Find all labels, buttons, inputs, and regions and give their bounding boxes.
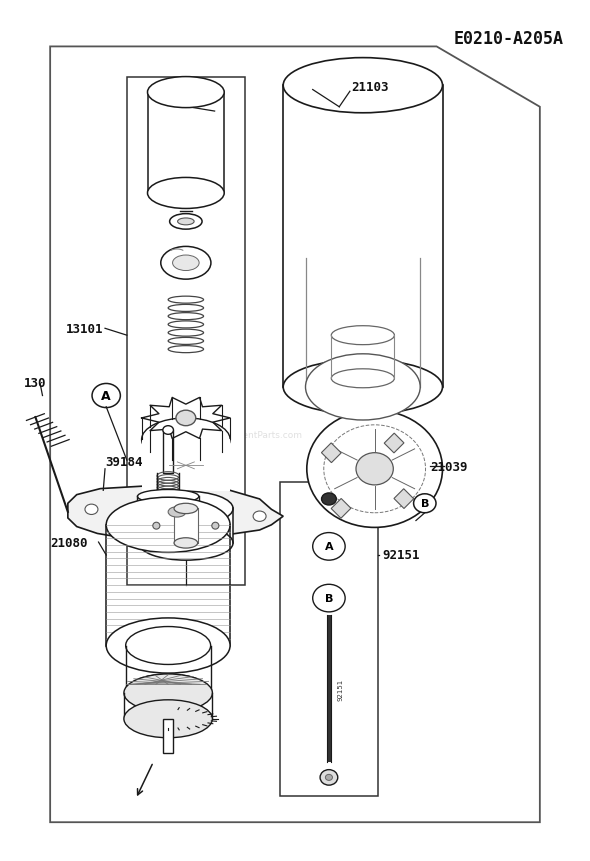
Ellipse shape [326,775,333,781]
Text: 21103: 21103 [351,81,389,95]
Ellipse shape [170,214,202,230]
Ellipse shape [142,418,230,461]
Ellipse shape [322,493,336,505]
Ellipse shape [148,178,224,209]
Ellipse shape [139,526,233,561]
Bar [327,616,332,762]
Ellipse shape [139,492,233,526]
Bar [174,509,198,543]
Ellipse shape [172,256,199,271]
Ellipse shape [92,384,120,408]
Ellipse shape [148,77,224,108]
Ellipse shape [106,498,230,553]
Ellipse shape [212,523,219,530]
Text: 21039: 21039 [431,460,468,474]
Ellipse shape [320,770,337,785]
Bar [322,443,341,463]
Text: 92151: 92151 [382,548,420,562]
Ellipse shape [126,627,211,665]
Ellipse shape [313,585,345,612]
Text: B: B [421,499,429,509]
Ellipse shape [306,355,420,420]
Ellipse shape [313,533,345,561]
Text: B: B [324,593,333,604]
Ellipse shape [137,490,199,504]
Bar [148,93,224,194]
Bar [163,430,173,474]
Text: E0210-A205A: E0210-A205A [454,30,563,48]
Ellipse shape [356,453,394,486]
Ellipse shape [137,504,199,517]
Ellipse shape [283,59,442,114]
Text: 92151: 92151 [337,678,344,700]
Ellipse shape [124,700,212,738]
Text: A: A [101,389,111,403]
Ellipse shape [307,411,442,528]
Ellipse shape [106,618,230,673]
Bar [127,77,245,585]
Text: eReplacementParts.com: eReplacementParts.com [193,430,303,439]
Ellipse shape [174,538,198,548]
Ellipse shape [176,411,196,426]
Bar [331,499,351,518]
Bar [163,719,173,753]
Ellipse shape [126,674,211,712]
Ellipse shape [153,523,160,530]
Ellipse shape [332,369,394,388]
Ellipse shape [160,247,211,280]
Ellipse shape [283,360,442,415]
Text: 39184: 39184 [105,455,143,468]
Polygon shape [68,482,283,539]
Ellipse shape [174,504,198,514]
Ellipse shape [324,425,425,513]
Ellipse shape [178,219,194,226]
Bar [384,434,404,454]
Ellipse shape [168,507,186,517]
Ellipse shape [332,326,394,345]
Ellipse shape [156,500,198,524]
Bar [142,440,230,492]
Ellipse shape [85,505,98,515]
Ellipse shape [163,426,173,435]
Ellipse shape [414,494,436,513]
Ellipse shape [253,511,266,522]
Polygon shape [50,47,540,822]
Bar [394,489,414,509]
Ellipse shape [124,674,212,712]
Text: 13101: 13101 [65,322,103,336]
Text: 21080: 21080 [50,536,88,549]
Bar [139,509,233,543]
Text: 130: 130 [24,376,46,390]
Bar [280,482,378,796]
Text: A: A [324,542,333,552]
